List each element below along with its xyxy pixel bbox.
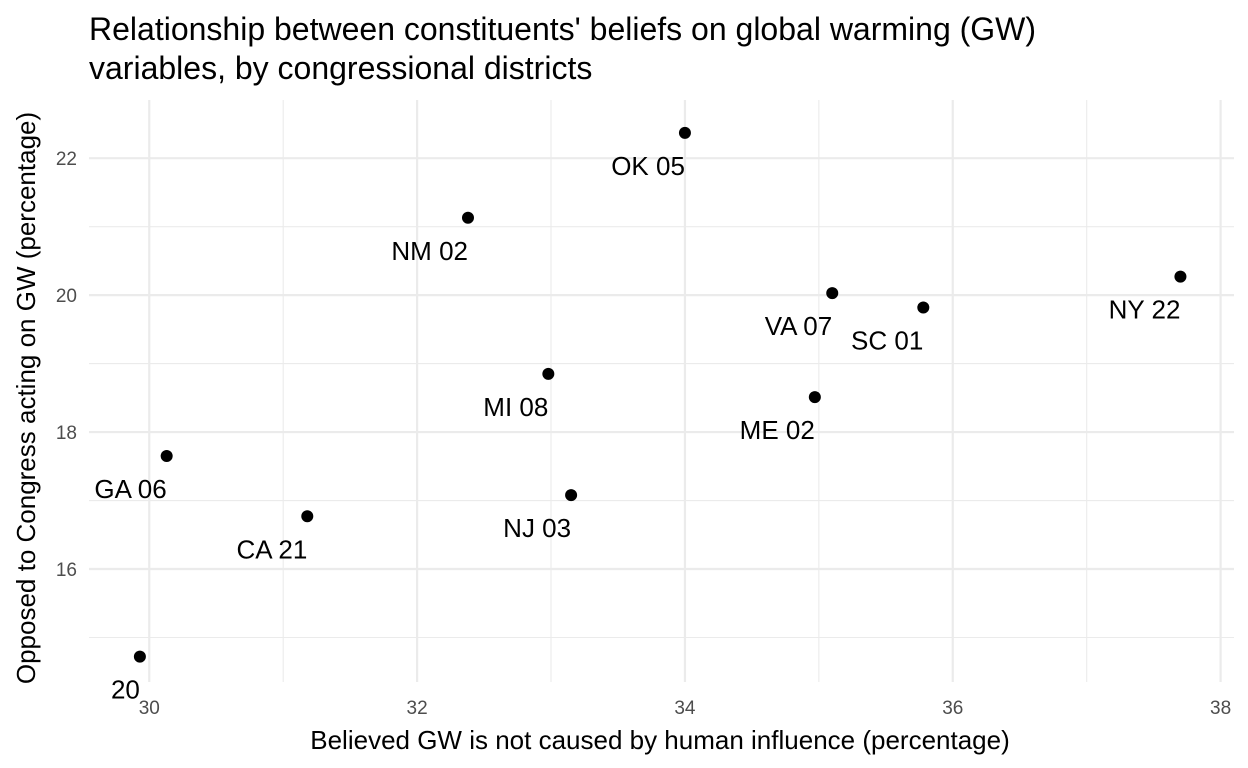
point-label: NY 22	[1109, 295, 1181, 325]
data-point	[808, 391, 821, 404]
data-point	[133, 650, 146, 663]
data-point	[301, 510, 314, 523]
point-label: VA 07	[765, 311, 832, 341]
y-tick-label: 22	[56, 149, 77, 170]
x-axis-title: Believed GW is not caused by human influ…	[310, 725, 1010, 755]
point-label: NM 02	[391, 236, 468, 266]
data-point	[678, 126, 691, 139]
chart-title-line-1: Relationship between constituents' belie…	[89, 11, 1036, 47]
point-label: 20	[111, 675, 140, 705]
y-axis-title: Opposed to Congress acting on GW (percen…	[11, 112, 41, 684]
data-point	[1174, 270, 1187, 283]
x-tick-label: 30	[139, 698, 160, 719]
point-label: MI 08	[483, 392, 548, 422]
x-tick-label: 38	[1210, 698, 1231, 719]
data-point	[565, 489, 578, 502]
x-tick-label: 34	[674, 698, 696, 719]
grid	[89, 100, 1234, 682]
tick-labels: 30 32 34 36 38 16 18 20 22	[56, 149, 1231, 719]
data-point	[160, 450, 173, 463]
point-label: GA 06	[94, 474, 166, 504]
y-tick-label: 18	[56, 423, 77, 444]
point-label: OK 05	[611, 151, 685, 181]
point-label: NJ 03	[503, 513, 571, 543]
y-tick-label: 16	[56, 560, 77, 581]
data-point	[917, 301, 930, 314]
point-label: ME 02	[740, 415, 815, 445]
data-point	[542, 367, 555, 380]
x-tick-label: 32	[407, 698, 428, 719]
chart-title-line-2: variables, by congressional districts	[89, 50, 592, 86]
data-point	[461, 211, 474, 224]
point-labels: OK 05 NM 02 VA 07 SC 01 NY 22 MI 08 ME 02 GA 06…	[94, 151, 1180, 705]
y-tick-label: 20	[56, 286, 77, 307]
data-points	[133, 126, 1187, 663]
data-point	[826, 287, 839, 300]
x-tick-label: 36	[942, 698, 963, 719]
point-label: SC 01	[851, 325, 923, 355]
point-label: CA 21	[236, 534, 307, 564]
